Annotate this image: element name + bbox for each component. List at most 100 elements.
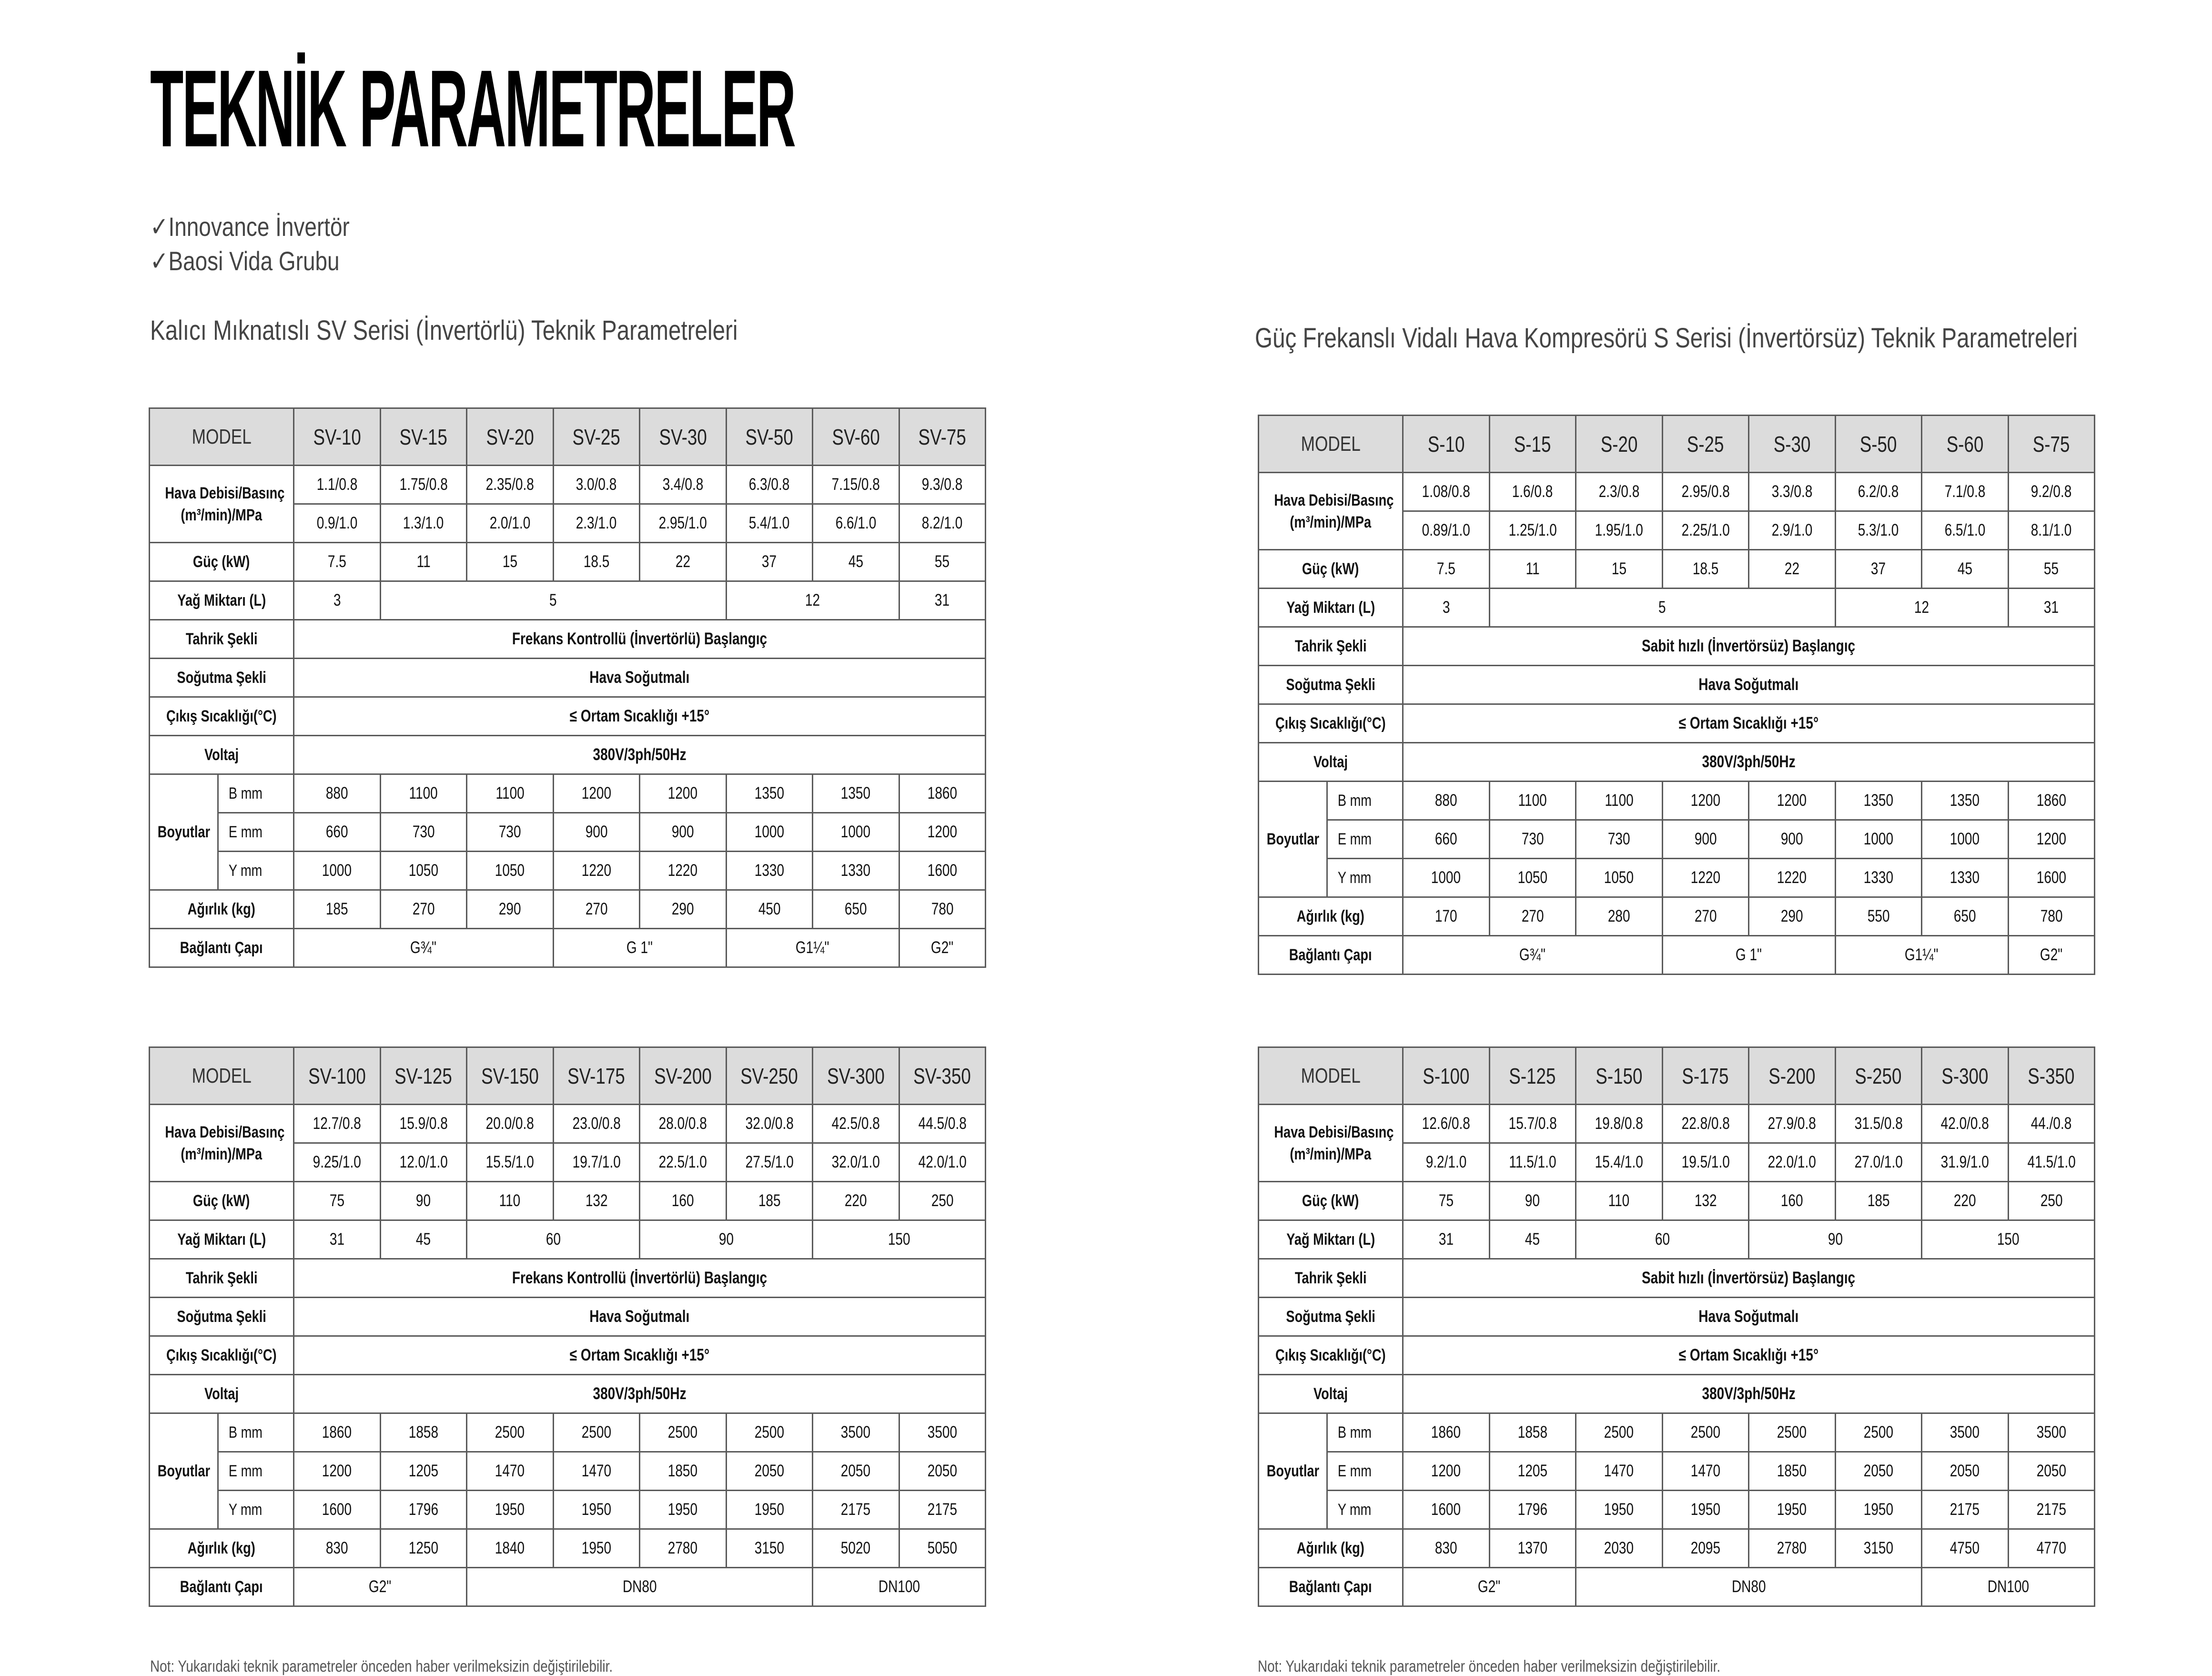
value-cell: 45 xyxy=(379,1219,468,1260)
label-boyutlar: Boyutlar xyxy=(149,773,219,891)
value-cell-text: 1100 xyxy=(409,784,438,802)
value-cell-text: 1.95/1.0 xyxy=(1595,521,1643,539)
label-voltaj-text: Voltaj xyxy=(1313,753,1348,771)
model-name-text: S-20 xyxy=(1600,431,1638,457)
value-cell: 2050 xyxy=(898,1451,987,1491)
table-row: Güç (kW) 75 90 110 132 160 185 220 250 xyxy=(148,1181,987,1221)
model-name: S-75 xyxy=(2007,415,2096,473)
value-cell-text: 12.6/0.8 xyxy=(1422,1114,1470,1133)
right-section-title: Güç Frekanslı Vidalı Hava Kompresörü S S… xyxy=(1255,323,2078,354)
label-guc: Güç (kW) xyxy=(148,1181,295,1221)
value-cell-text: 1860 xyxy=(1431,1423,1461,1442)
model-name-text: SV-30 xyxy=(659,424,707,449)
value-cell: 1200 xyxy=(1402,1451,1490,1491)
value-cell-text: 42.5/0.8 xyxy=(831,1114,880,1133)
model-name: SV-25 xyxy=(552,407,641,466)
label-yag-text: Yağ Miktarı (L) xyxy=(1286,599,1375,617)
table-row: Boyutlar B mm 880 1100 1100 1200 1200 1350 1350 1… xyxy=(149,773,987,891)
value-cikis-text: ≤ Ortam Sıcaklığı +15° xyxy=(569,707,710,725)
value-cell: 3500 xyxy=(812,1412,900,1453)
value-cell-text: 11.5/1.0 xyxy=(1509,1153,1556,1171)
label-b-mm: B mm xyxy=(217,773,295,813)
value-cell-text: 15 xyxy=(1611,559,1626,578)
spec-table-sv-large: MODEL SV-100 SV-125 SV-150 SV-175 SV-200 SV-25… xyxy=(148,1046,987,1607)
value-cell: DN80 xyxy=(466,1567,814,1607)
model-header-text: MODEL xyxy=(192,1064,252,1087)
value-cell-text: 132 xyxy=(1694,1191,1717,1210)
value-cell-text: 1200 xyxy=(1431,1462,1461,1480)
label-hava-debisi: Hava Debisi/Basınç (m³/min)/MPa xyxy=(148,1104,295,1182)
value-cell-text: 1858 xyxy=(408,1423,438,1442)
value-cell: 270 xyxy=(1661,896,1750,936)
value-cell-text: 9.3/0.8 xyxy=(921,475,963,494)
value-cell-text: 1050 xyxy=(1517,868,1547,887)
model-header-text: MODEL xyxy=(1301,1064,1361,1087)
model-name-text: SV-75 xyxy=(918,424,966,449)
model-name-text: S-250 xyxy=(1855,1063,1902,1088)
value-cell-text: 220 xyxy=(1953,1191,1976,1210)
table-row: Tahrik Şekli Sabit hızlı (İnvertörsüz) Ba… xyxy=(1257,626,2096,666)
value-cell: 1100 xyxy=(466,773,554,813)
value-cell-text: 1860 xyxy=(927,784,957,802)
footnote-left: Not: Yukarıdaki teknik parametreler önce… xyxy=(150,1657,613,1676)
value-cell-text: 1796 xyxy=(408,1500,438,1519)
value-cell-text: 1250 xyxy=(408,1539,438,1557)
table-row: Bağlantı Çapı G2" DN80 DN100 xyxy=(1257,1567,2096,1607)
label-y-mm: Y mm xyxy=(217,1490,295,1530)
value-cell-text: 45 xyxy=(1525,1230,1540,1249)
table-row: Boyutlar B mm 1860 1858 2500 2500 2500 2500 3500… xyxy=(149,1412,987,1530)
value-cell-text: 2.9/1.0 xyxy=(1771,521,1813,539)
value-cikis: ≤ Ortam Sıcaklığı +15° xyxy=(293,1335,987,1375)
feature-item: ✓Innovance İnvertör xyxy=(150,212,350,242)
value-cell: 1000 xyxy=(1834,819,1923,859)
value-cell-text: 1050 xyxy=(495,861,525,880)
value-cell: 2.3/1.0 xyxy=(552,503,641,543)
value-cell-text: 1858 xyxy=(1517,1423,1547,1442)
table-row: Bağlantı Çapı G2" DN80 DN100 xyxy=(148,1567,987,1607)
value-cell-text: 15 xyxy=(502,552,517,571)
label-hava-debisi-text: Hava Debisi/Basınç xyxy=(165,484,285,502)
value-cell-text: 1470 xyxy=(1604,1462,1634,1480)
value-cell-text: 3.4/0.8 xyxy=(662,475,704,494)
value-cell: 42.0/1.0 xyxy=(898,1142,987,1182)
label-yag: Yağ Miktarı (L) xyxy=(1257,1219,1404,1260)
value-cell-text: 1950 xyxy=(1863,1500,1893,1519)
model-name: S-100 xyxy=(1402,1046,1490,1105)
table-row: Hava Debisi/Basınç (m³/min)/MPa 12.7/0.8 15… xyxy=(148,1104,987,1182)
label-tahrik: Tahrik Şekli xyxy=(148,619,295,659)
label-sogutma-text: Soğutma Şekli xyxy=(177,1308,266,1326)
value-cell-text: 160 xyxy=(1780,1191,1803,1210)
value-cell-text: 2500 xyxy=(495,1423,525,1442)
value-cell: 7.5 xyxy=(293,542,381,582)
value-cell: 270 xyxy=(1488,896,1577,936)
value-cell: 5020 xyxy=(812,1528,900,1568)
value-cell-text: 2500 xyxy=(1690,1423,1720,1442)
value-cell: 1600 xyxy=(1402,1490,1490,1530)
value-cell-text: 5020 xyxy=(841,1539,871,1557)
model-name-text: S-150 xyxy=(1596,1063,1643,1088)
table-row: E mm 1200 1205 1470 1470 1850 2050 2050 2050 xyxy=(150,1451,987,1491)
value-cell-text: 2050 xyxy=(841,1462,871,1480)
label-hava-debisi-text: Hava Debisi/Basınç xyxy=(1274,1123,1394,1141)
value-cell-text: 22.0/1.0 xyxy=(1768,1153,1816,1171)
value-cell-text: 1600 xyxy=(1431,1500,1461,1519)
value-cell: 160 xyxy=(1748,1181,1836,1221)
value-cell: DN80 xyxy=(1575,1567,1923,1607)
value-cell: 45 xyxy=(1488,1219,1577,1260)
value-cell: G1¼" xyxy=(725,928,900,968)
value-cell: G¾" xyxy=(1402,935,1663,975)
table-row: Ağırlık (kg) 170 270 280 270 290 550 650 780 xyxy=(1257,896,2096,936)
value-cell: 110 xyxy=(466,1181,554,1221)
value-cell: 2500 xyxy=(639,1412,727,1453)
value-cell: 27.9/0.8 xyxy=(1748,1104,1836,1144)
value-cell-text: 1100 xyxy=(495,784,525,802)
value-cell-text: 3500 xyxy=(2036,1423,2066,1442)
value-cell: 280 xyxy=(1575,896,1663,936)
label-hava-debisi-text: Hava Debisi/Basınç xyxy=(1274,491,1394,509)
value-cell: 2.3/0.8 xyxy=(1575,472,1663,512)
label-guc-text: Güç (kW) xyxy=(193,1192,250,1210)
value-cell-text: 2050 xyxy=(1950,1462,1980,1480)
value-cell-text: 1796 xyxy=(1517,1500,1547,1519)
value-cell: 2.35/0.8 xyxy=(466,465,554,505)
value-cell: 450 xyxy=(725,889,814,929)
